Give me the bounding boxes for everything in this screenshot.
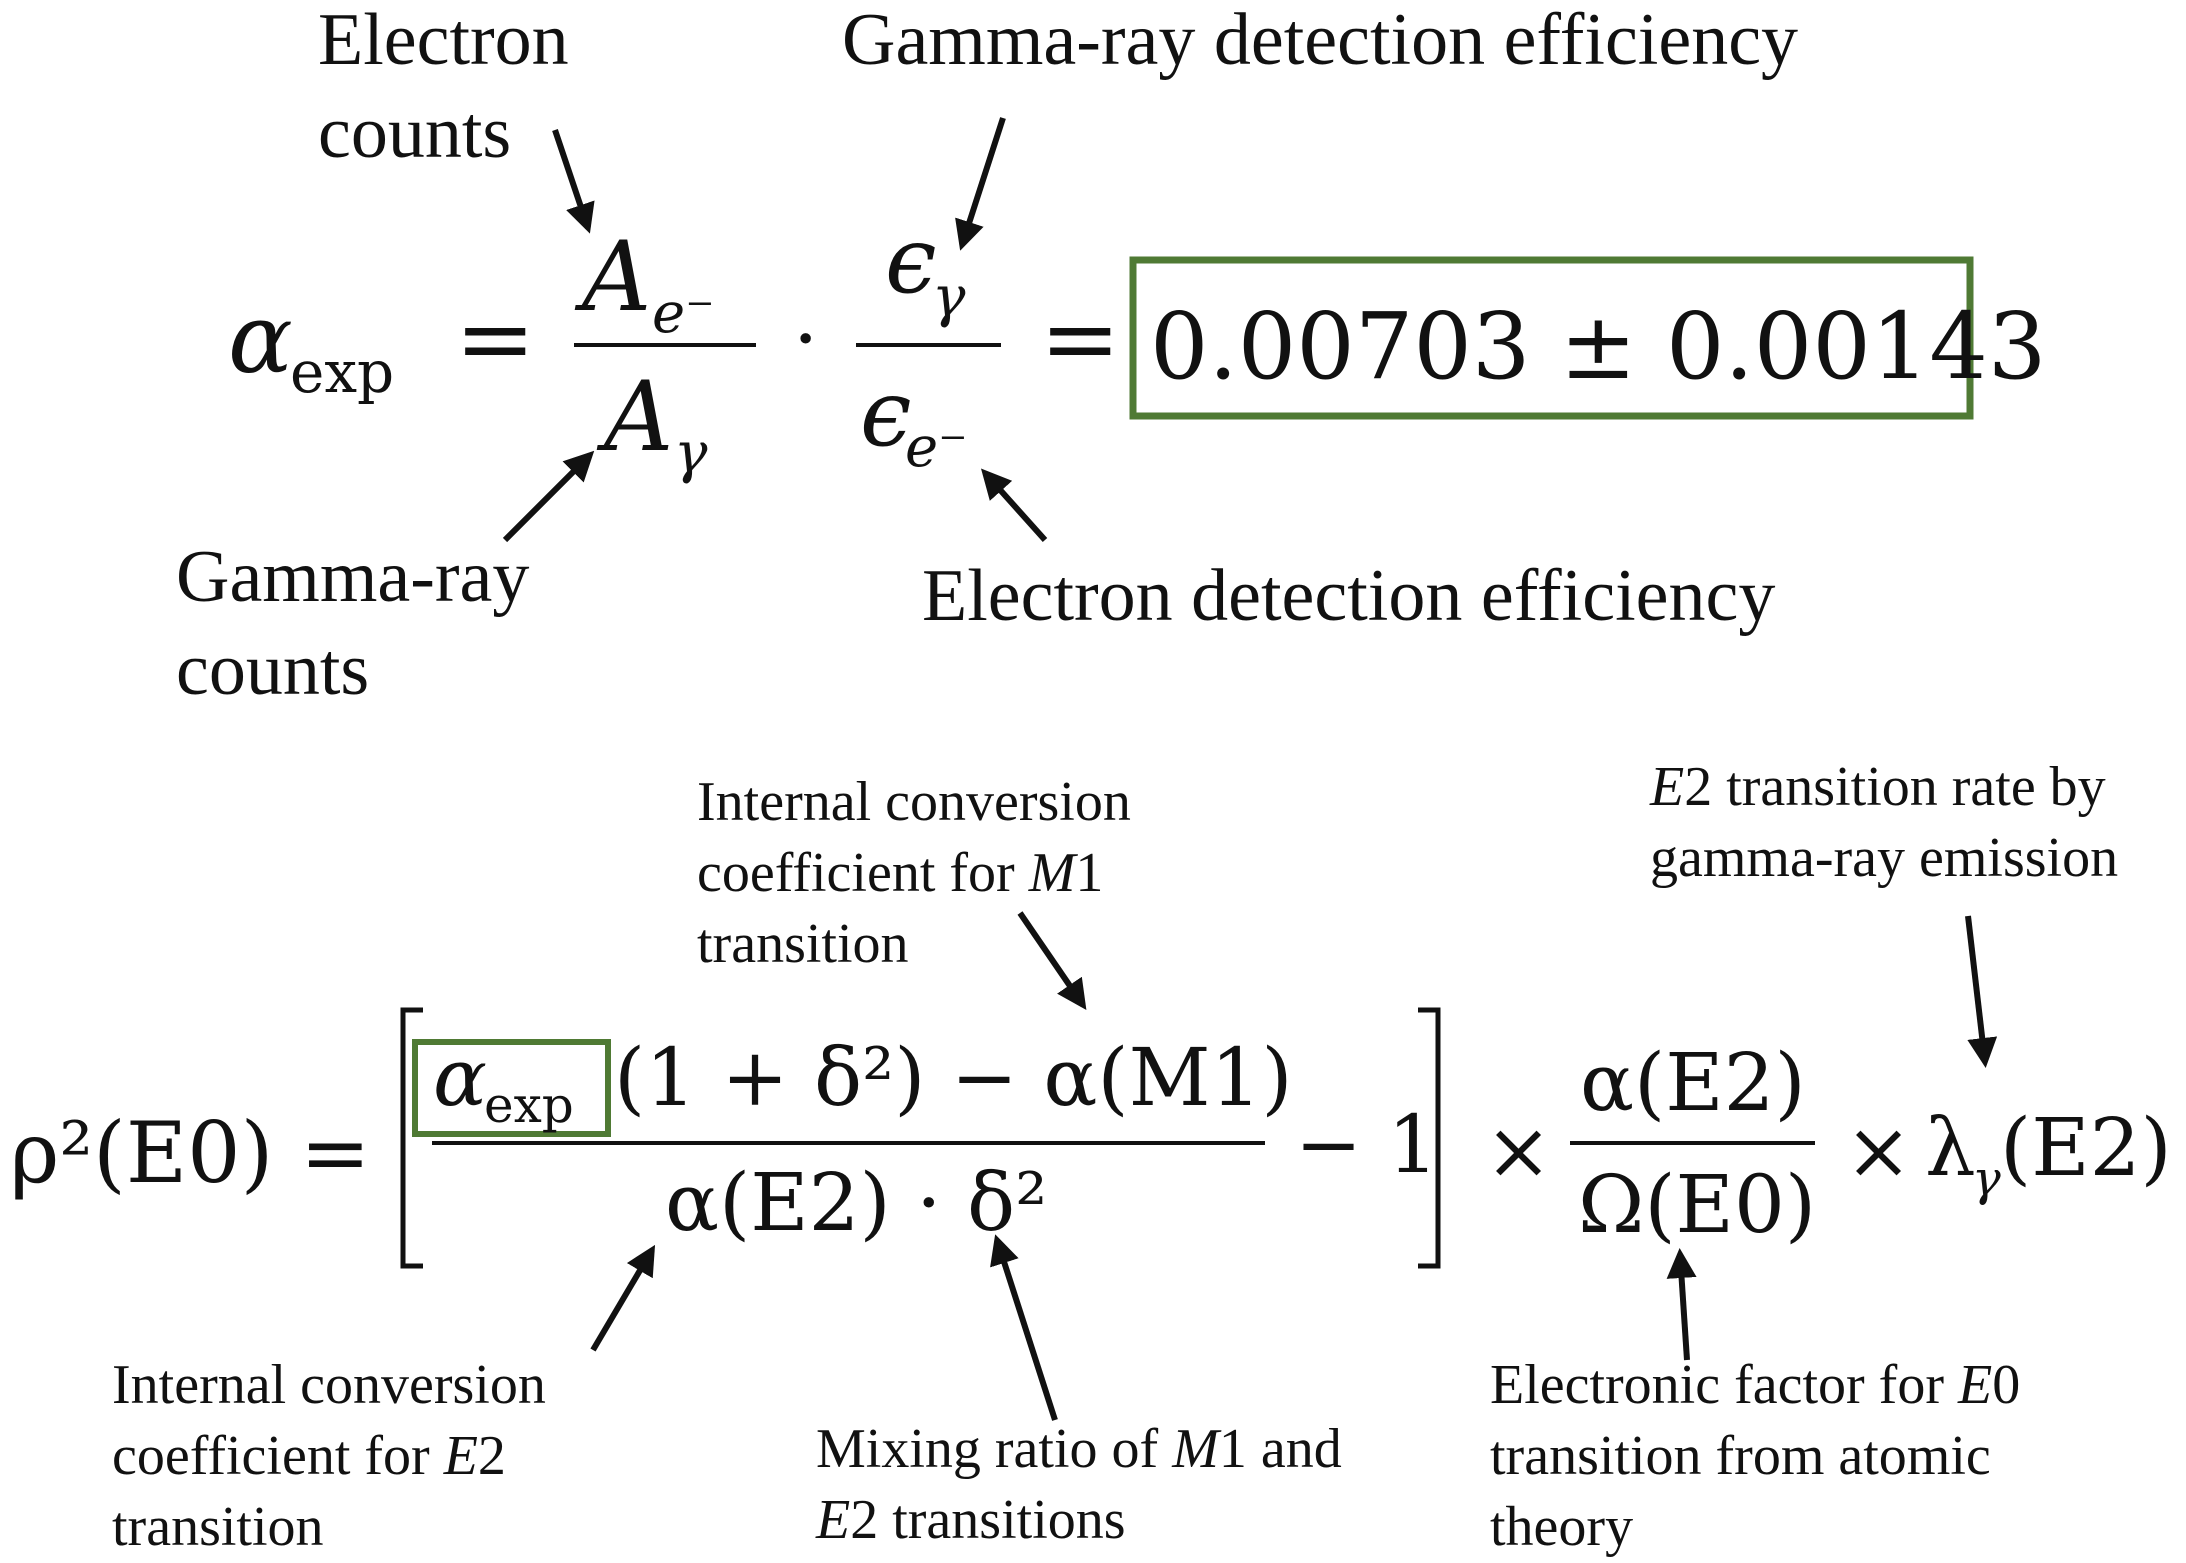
label-electronic-factor-line1-text: Electronic factor for <box>1490 1354 1958 1416</box>
label-icc-e2-line2-num: 2 <box>477 1425 506 1487</box>
label-mixing-ratio-line2-post: 2 transitions <box>850 1489 1126 1551</box>
label-electron-efficiency-text: Electron detection efficiency <box>922 555 1776 637</box>
label-mixing-ratio: Mixing ratio of M1 and E2 transitions <box>816 1414 1342 1556</box>
label-electronic-factor-line1-var: E <box>1957 1354 1993 1416</box>
result-highlight-box <box>1129 256 1974 420</box>
label-e2-rate-line1: 2 transition rate by <box>1684 756 2106 818</box>
equation-2: ρ²(E0) = α exp (1 + δ²) − α(M1) α(E2) · … <box>10 1007 2172 1269</box>
label-gamma-counts-line2: counts <box>176 629 370 711</box>
arrow-icc-m1 <box>1017 911 1087 1010</box>
lambda-symbol: λ <box>1925 1101 1976 1194</box>
frac2-denominator: Ω(E0) <box>1578 1158 1816 1251</box>
label-gamma-counts-line1: Gamma-ray <box>176 536 530 618</box>
numerator-rest: (1 + δ²) − α(M1) <box>614 1031 1293 1124</box>
label-gamma-efficiency: Gamma-ray detection efficiency <box>842 0 1798 87</box>
arrow-gamma-counts <box>502 450 595 543</box>
arrow-gamma-efficiency <box>955 117 1006 251</box>
label-electron-counts-line2: counts <box>318 92 512 174</box>
lambda-argument: (E2) <box>2000 1101 2172 1194</box>
label-e2-rate-var: E <box>1650 756 1685 818</box>
label-icc-m1: Internal conversion coefficient for M1 t… <box>697 767 1131 980</box>
label-icc-e2-line3: transition <box>112 1496 324 1558</box>
annotation-arrows <box>502 117 1998 1421</box>
alpha-exp-highlight-box <box>412 1039 611 1137</box>
label-electron-efficiency: Electron detection efficiency <box>922 550 1775 643</box>
alpha-exp-inline-symbol: α <box>433 1031 487 1124</box>
label-electronic-factor: Electronic factor for E0 transition from… <box>1490 1350 2020 1563</box>
gamma-counts-symbol: A <box>596 361 673 473</box>
gamma-efficiency-symbol: ϵ <box>885 207 937 314</box>
arrow-electronic-factor <box>1666 1248 1697 1361</box>
main-denominator: α(E2) · δ² <box>665 1156 1047 1249</box>
label-gamma-counts: Gamma-ray counts <box>176 531 529 717</box>
times-sign-1: × <box>1485 1104 1552 1197</box>
label-mixing-ratio-line2-var: E <box>816 1489 851 1551</box>
alpha-exp-inline-subscript: exp <box>484 1076 574 1134</box>
label-icc-m1-line2-text: coefficient for <box>697 842 1029 904</box>
label-icc-m1-line2-num: 1 <box>1075 842 1104 904</box>
label-icc-m1-line2-var: M <box>1028 842 1076 904</box>
alpha-exp-symbol: α <box>228 283 293 395</box>
electron-counts-symbol: A <box>574 221 651 333</box>
label-mixing-ratio-line1-text: Mixing ratio of <box>816 1418 1173 1480</box>
label-icc-e2-line1: Internal conversion <box>112 1354 546 1416</box>
label-mixing-ratio-line1-post: 1 and <box>1218 1418 1342 1480</box>
gamma-counts-subscript: γ <box>674 421 708 486</box>
label-mixing-ratio-line1-var: M <box>1172 1418 1219 1480</box>
arrow-icc-e2 <box>590 1244 656 1352</box>
left-bracket <box>400 1007 423 1269</box>
label-electronic-factor-line2: transition from atomic <box>1490 1425 1991 1487</box>
gamma-efficiency-subscript: γ <box>932 265 966 330</box>
frac2-numerator: α(E2) <box>1580 1036 1806 1129</box>
multiply-dot: · <box>793 292 818 385</box>
label-e2-rate-line2: gamma-ray emission <box>1650 827 2119 889</box>
label-icc-m1-line1: Internal conversion <box>697 771 1131 833</box>
label-gamma-efficiency-text: Gamma-ray detection efficiency <box>842 0 1799 81</box>
result-value: 0.00703 ± 0.00143 <box>1150 293 2046 400</box>
arrow-mixing-ratio <box>990 1234 1058 1421</box>
label-e2-rate: E2 transition rate by gamma-ray emission <box>1650 752 2118 894</box>
equation-1: α exp = A e⁻ A γ · ϵ γ ϵ e⁻ = 0.00703 ± … <box>228 207 2046 486</box>
label-icc-m1-line3: transition <box>697 913 909 975</box>
equals-sign: = <box>455 283 535 395</box>
lambda-subscript: γ <box>1972 1151 2001 1207</box>
electron-efficiency-subscript: e⁻ <box>905 415 968 480</box>
electron-efficiency-symbol: ϵ <box>860 360 912 467</box>
alpha-exp-subscript: exp <box>290 338 394 406</box>
label-icc-e2-line2-var: E <box>443 1425 478 1487</box>
label-electronic-factor-line3: theory <box>1490 1496 1634 1558</box>
arrow-electron-counts <box>552 129 595 234</box>
label-icc-e2: Internal conversion coefficient for E2 t… <box>112 1350 546 1563</box>
times-sign-2: × <box>1845 1104 1912 1197</box>
label-electron-counts-line1: Electron <box>318 0 569 81</box>
label-icc-e2-line2-text: coefficient for <box>112 1425 444 1487</box>
minus-one: − 1 <box>1295 1098 1438 1191</box>
equals-sign-2: = <box>1040 283 1120 395</box>
label-electronic-factor-line1-num: 0 <box>1992 1354 2021 1416</box>
arrow-electron-efficiency <box>980 468 1048 543</box>
label-electron-counts: Electron counts <box>318 0 569 180</box>
electron-counts-subscript: e⁻ <box>652 281 715 346</box>
rho-squared-lhs: ρ²(E0) = <box>10 1104 370 1202</box>
arrow-e2-rate <box>1965 915 1998 1068</box>
right-bracket <box>1418 1007 1441 1269</box>
